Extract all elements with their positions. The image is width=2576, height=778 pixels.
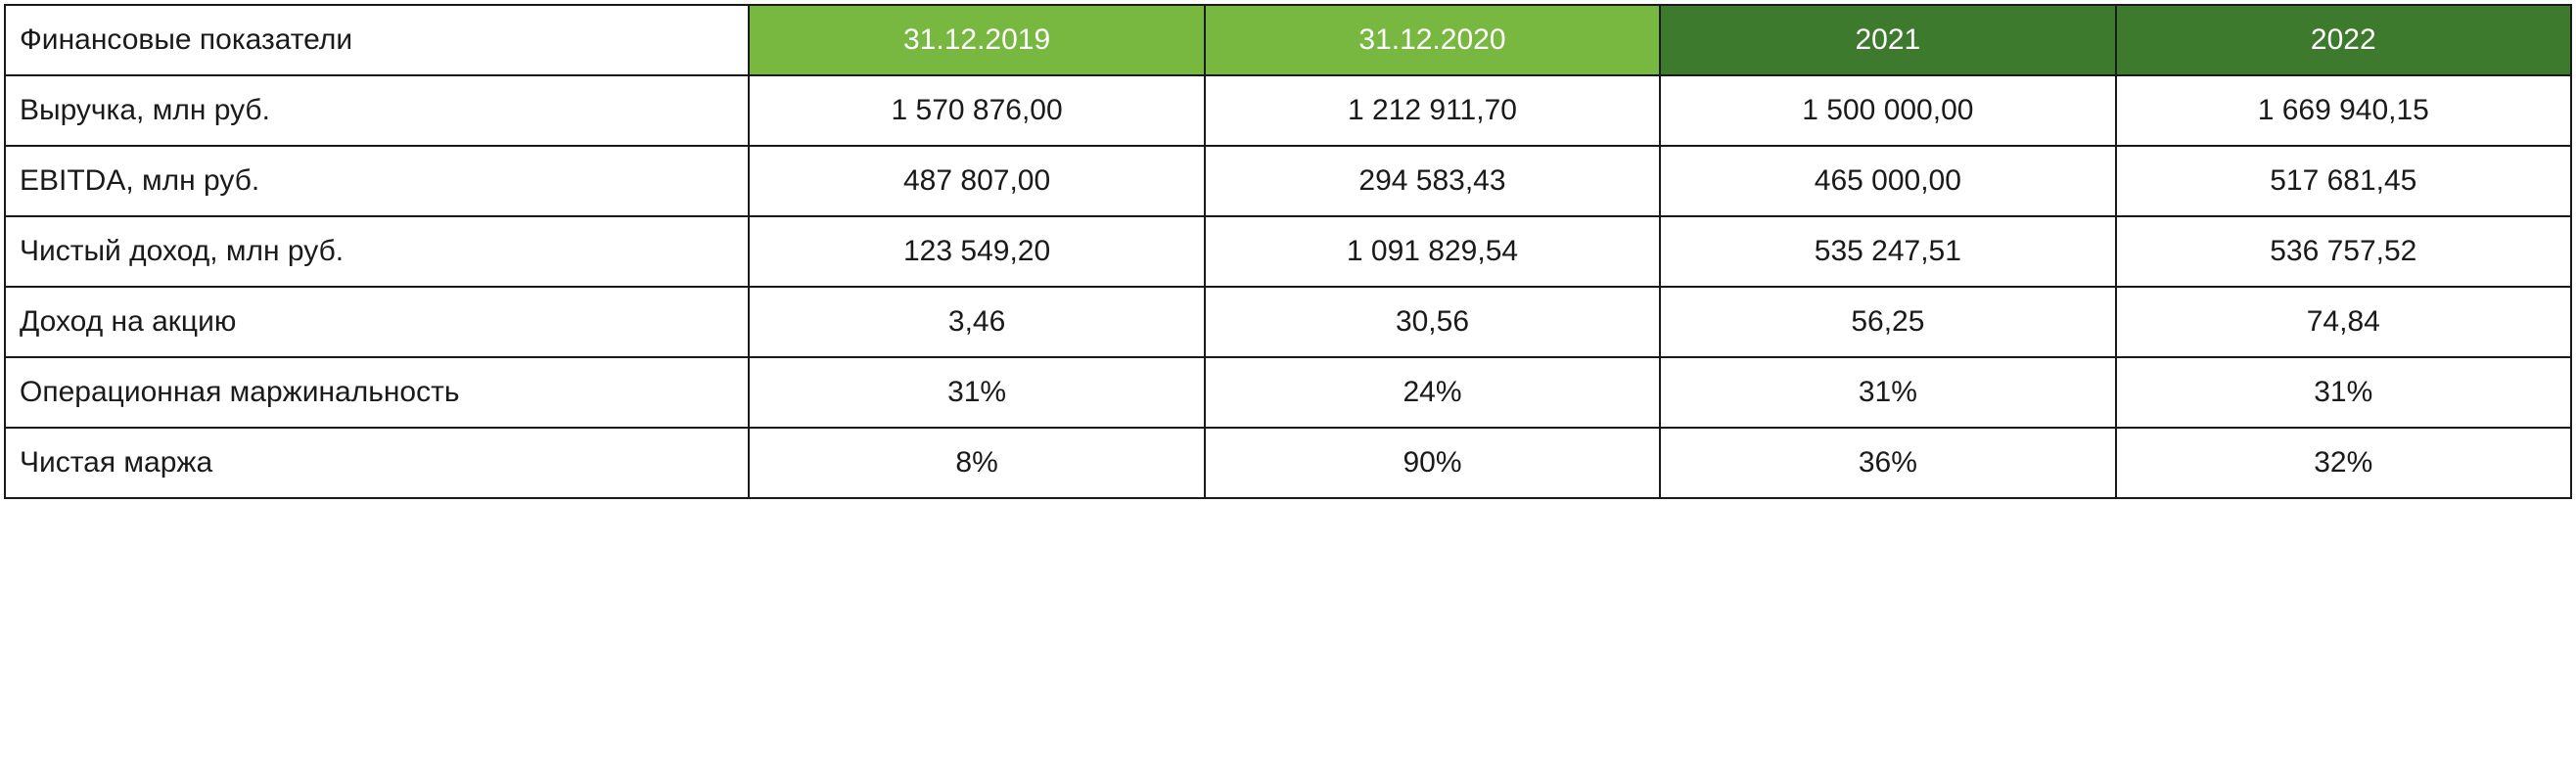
cell-value: 3,46 bbox=[749, 287, 1204, 357]
cell-value: 536 757,52 bbox=[2116, 216, 2571, 287]
cell-value: 31% bbox=[749, 357, 1204, 428]
table-row: Чистый доход, млн руб. 123 549,20 1 091 … bbox=[5, 216, 2571, 287]
cell-value: 32% bbox=[2116, 428, 2571, 498]
table-row: EBITDA, млн руб. 487 807,00 294 583,43 4… bbox=[5, 146, 2571, 216]
header-col-2022: 2022 bbox=[2116, 5, 2571, 75]
cell-value: 74,84 bbox=[2116, 287, 2571, 357]
cell-value: 1 500 000,00 bbox=[1660, 75, 2115, 146]
cell-value: 8% bbox=[749, 428, 1204, 498]
cell-value: 56,25 bbox=[1660, 287, 2115, 357]
cell-value: 31% bbox=[1660, 357, 2115, 428]
header-label: Финансовые показатели bbox=[5, 5, 749, 75]
cell-value: 535 247,51 bbox=[1660, 216, 2115, 287]
row-label: EBITDA, млн руб. bbox=[5, 146, 749, 216]
table-row: Доход на акцию 3,46 30,56 56,25 74,84 bbox=[5, 287, 2571, 357]
cell-value: 30,56 bbox=[1205, 287, 1660, 357]
cell-value: 123 549,20 bbox=[749, 216, 1204, 287]
cell-value: 24% bbox=[1205, 357, 1660, 428]
row-label: Чистый доход, млн руб. bbox=[5, 216, 749, 287]
row-label: Доход на акцию bbox=[5, 287, 749, 357]
cell-value: 517 681,45 bbox=[2116, 146, 2571, 216]
cell-value: 487 807,00 bbox=[749, 146, 1204, 216]
row-label: Операционная маржинальность bbox=[5, 357, 749, 428]
financial-table: Финансовые показатели 31.12.2019 31.12.2… bbox=[4, 4, 2572, 499]
cell-value: 31% bbox=[2116, 357, 2571, 428]
cell-value: 465 000,00 bbox=[1660, 146, 2115, 216]
cell-value: 1 669 940,15 bbox=[2116, 75, 2571, 146]
header-col-2021: 2021 bbox=[1660, 5, 2115, 75]
cell-value: 294 583,43 bbox=[1205, 146, 1660, 216]
table-row: Чистая маржа 8% 90% 36% 32% bbox=[5, 428, 2571, 498]
cell-value: 36% bbox=[1660, 428, 2115, 498]
cell-value: 1 570 876,00 bbox=[749, 75, 1204, 146]
row-label: Чистая маржа bbox=[5, 428, 749, 498]
table-body: Выручка, млн руб. 1 570 876,00 1 212 911… bbox=[5, 75, 2571, 498]
table-header-row: Финансовые показатели 31.12.2019 31.12.2… bbox=[5, 5, 2571, 75]
table-row: Выручка, млн руб. 1 570 876,00 1 212 911… bbox=[5, 75, 2571, 146]
header-col-2020: 31.12.2020 bbox=[1205, 5, 1660, 75]
header-col-2019: 31.12.2019 bbox=[749, 5, 1204, 75]
table-row: Операционная маржинальность 31% 24% 31% … bbox=[5, 357, 2571, 428]
cell-value: 90% bbox=[1205, 428, 1660, 498]
cell-value: 1 212 911,70 bbox=[1205, 75, 1660, 146]
row-label: Выручка, млн руб. bbox=[5, 75, 749, 146]
cell-value: 1 091 829,54 bbox=[1205, 216, 1660, 287]
